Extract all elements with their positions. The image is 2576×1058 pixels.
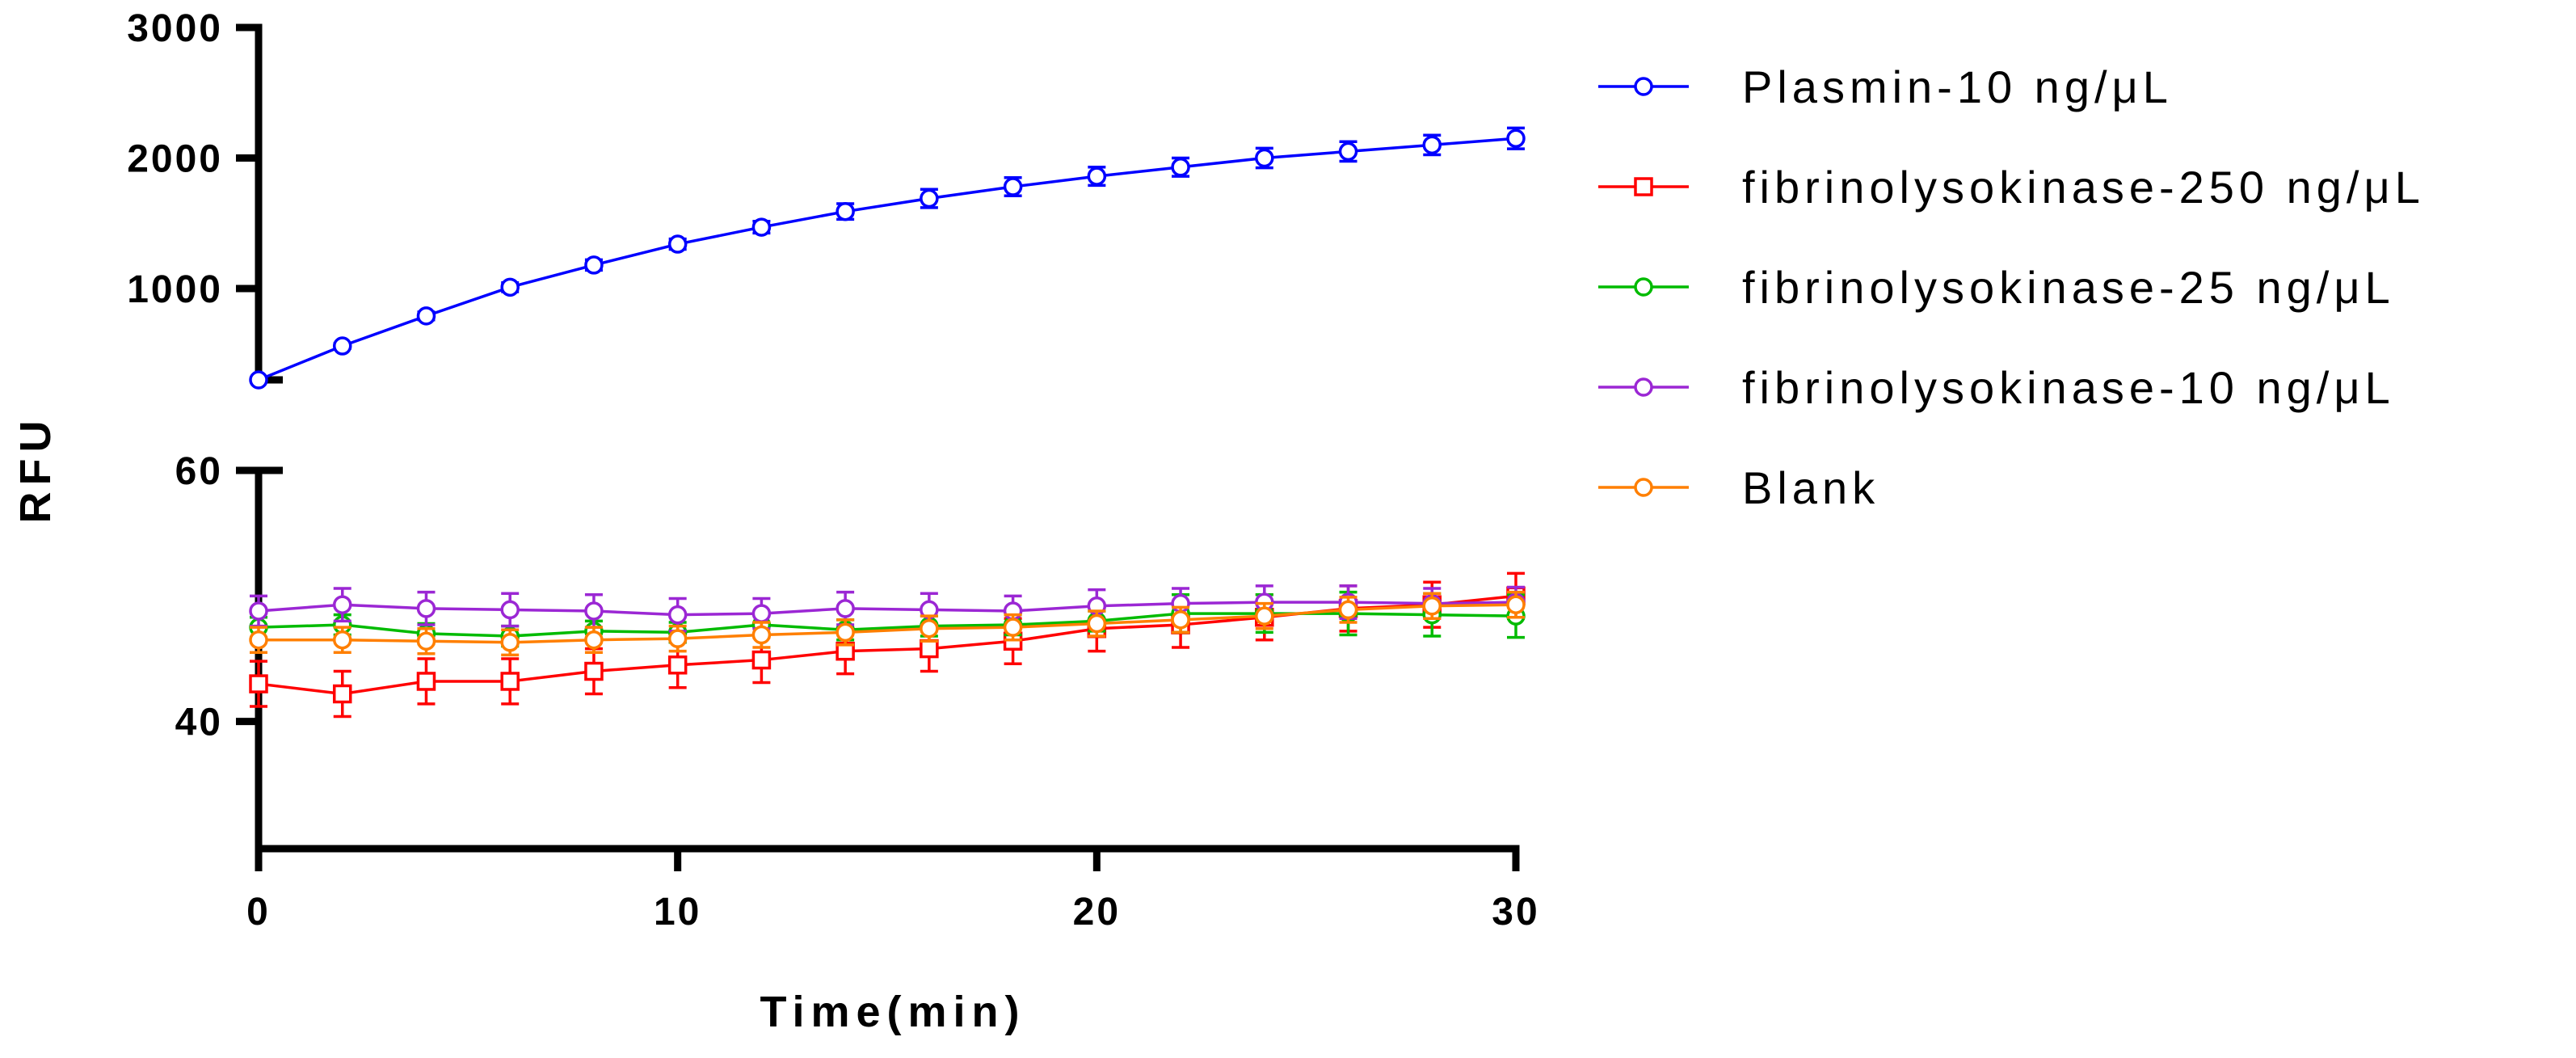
data-point [1087, 166, 1107, 186]
x-tick-label: 20 [1073, 891, 1121, 934]
legend-marker [1634, 77, 1653, 96]
data-point [1255, 606, 1274, 626]
data-point [1506, 129, 1526, 149]
data-point [416, 599, 436, 618]
data-point [1422, 135, 1442, 155]
series-line [258, 612, 1517, 638]
legend-marker [1634, 177, 1653, 196]
legend-item: fibrinolysokinase-10 ng/μL [1598, 362, 2395, 413]
data-point [416, 631, 436, 651]
legend-label: fibrinolysokinase-25 ng/μL [1742, 262, 2395, 313]
data-point [1171, 158, 1190, 177]
legend-item: Blank [1598, 462, 1879, 513]
data-point [1003, 177, 1023, 196]
data-point [1171, 610, 1190, 630]
legend-item: fibrinolysokinase-250 ng/μL [1598, 162, 2425, 213]
data-point [1338, 600, 1358, 620]
y-axis-title: RFU [11, 415, 60, 524]
y-tick-label-upper: 2000 [127, 137, 223, 180]
axes-group: 1000 2000 3000 40 60 0 10 20 30 [127, 7, 1539, 934]
data-point [249, 601, 268, 621]
x-tick-label: 10 [654, 891, 701, 934]
data-point [836, 201, 855, 221]
data-point [500, 600, 520, 620]
series-line [258, 601, 1517, 617]
series-0 [249, 126, 1526, 390]
data-point [920, 188, 939, 209]
legend-item: Plasmin-10 ng/μL [1598, 61, 2173, 112]
series-1 [249, 571, 1526, 719]
data-point [584, 601, 604, 621]
data-point [584, 630, 604, 650]
y-tick-label-lower: 60 [175, 450, 223, 493]
data-point [332, 684, 352, 704]
data-point [249, 370, 268, 390]
legend-marker [1634, 478, 1653, 497]
legend: Plasmin-10 ng/μL fibrinolysokinase-250 ng… [1598, 61, 2425, 513]
data-point [836, 622, 855, 643]
legend-label: fibrinolysokinase-10 ng/μL [1742, 362, 2395, 413]
x-axis-title: Time(min) [760, 988, 1025, 1036]
x-tick-label: 0 [246, 891, 271, 934]
data-point [416, 672, 436, 691]
y-tick-label-upper: 3000 [127, 7, 223, 50]
data-point [1422, 596, 1442, 616]
data-point [1003, 618, 1023, 637]
data-point [332, 336, 352, 356]
series-4 [249, 590, 1526, 657]
data-point [332, 595, 352, 614]
data-point [667, 605, 688, 625]
data-point [667, 655, 688, 675]
legend-item: fibrinolysokinase-25 ng/μL [1598, 262, 2395, 313]
data-point [1255, 148, 1274, 168]
y-tick-label-lower: 40 [175, 702, 223, 744]
data-point [751, 650, 772, 670]
data-point [249, 674, 268, 693]
legend-label: Plasmin-10 ng/μL [1742, 61, 2173, 112]
series-2 [249, 590, 1526, 648]
data-point [416, 306, 436, 326]
data-point [667, 234, 688, 254]
data-point [751, 625, 772, 645]
data-point [1087, 613, 1107, 634]
legend-label: Blank [1742, 462, 1879, 513]
data-point [1506, 595, 1526, 614]
data-point [667, 629, 688, 648]
y-tick-label-upper: 1000 [127, 268, 223, 311]
data-point [751, 217, 772, 237]
data-point [920, 639, 939, 659]
data-point [836, 599, 855, 618]
data-point [751, 604, 772, 623]
series-3 [249, 584, 1526, 633]
axis-titles: Time(min) RFU [11, 415, 1025, 1036]
series-line [259, 603, 1517, 644]
data-point [1338, 141, 1358, 162]
data-point [500, 672, 520, 691]
legend-marker [1634, 277, 1653, 297]
data-point [500, 633, 520, 652]
series-line [258, 137, 1517, 381]
data-point [249, 630, 268, 650]
data-point [920, 618, 939, 639]
data-point [584, 661, 604, 681]
series-group [249, 126, 1526, 719]
legend-marker [1634, 377, 1653, 397]
x-tick-label: 30 [1492, 891, 1539, 934]
data-point [332, 630, 352, 650]
legend-label: fibrinolysokinase-250 ng/μL [1742, 162, 2425, 213]
data-point [500, 277, 520, 297]
data-point [584, 255, 604, 275]
